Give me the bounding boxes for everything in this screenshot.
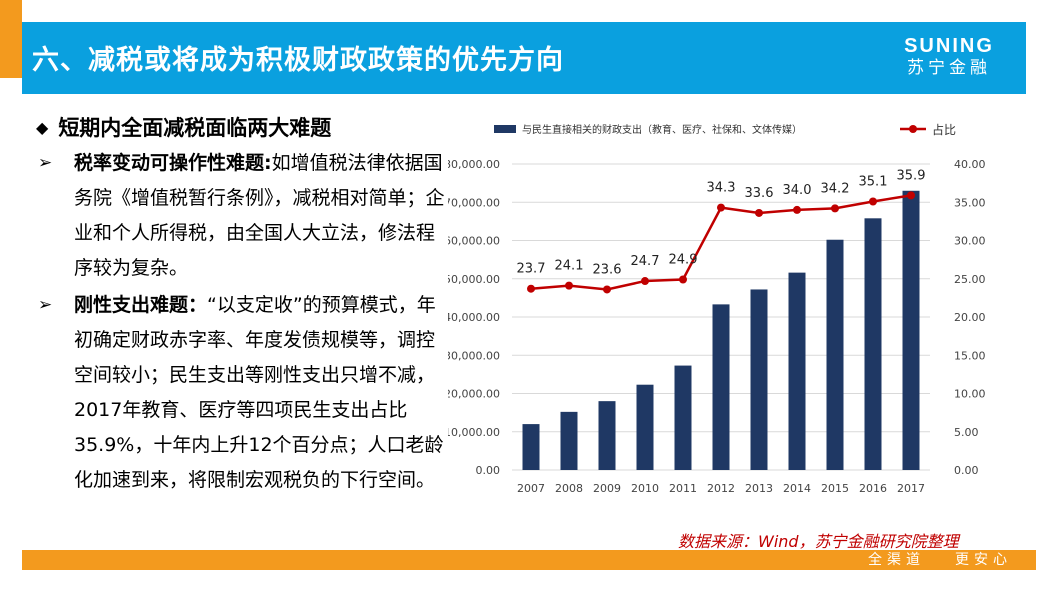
bullet-item: ➢ 刚性支出难题：“以支定收”的预算模式，年初确定财政赤字率、年度发债规模等，调… <box>30 288 450 498</box>
x-tick-label: 2008 <box>555 482 583 495</box>
title-bar: 六、减税或将成为积极财政政策的优先方向 SUNING 苏宁金融 <box>22 22 1026 94</box>
x-tick-label: 2013 <box>745 482 773 495</box>
share-data-label: 23.7 <box>517 262 546 277</box>
y-right-tick-label: 0.00 <box>954 464 979 477</box>
y-right-tick-label: 15.00 <box>954 349 986 362</box>
share-point <box>527 284 535 293</box>
diamond-bullet-icon: ◆ <box>36 117 49 137</box>
share-point <box>641 277 649 286</box>
bullet-text: “以支定收”的预算模式，年初确定财政赤字率、年度发债规模等，调控空间较小；民生支… <box>74 294 444 491</box>
x-tick-label: 2014 <box>783 482 811 495</box>
share-data-label: 24.9 <box>669 253 698 268</box>
legend-line-label: 占比 <box>932 122 956 137</box>
x-tick-label: 2015 <box>821 482 849 495</box>
bar <box>864 218 882 470</box>
bar <box>636 384 654 470</box>
data-source-note: 数据来源：Wind，苏宁金融研究院整理 <box>678 532 959 551</box>
share-point <box>717 203 725 212</box>
x-tick-label: 2011 <box>669 482 697 495</box>
bullet-bold-label: 刚性支出难题： <box>74 294 208 316</box>
share-data-label: 24.7 <box>631 254 660 269</box>
bar <box>560 411 578 470</box>
page-title: 六、减税或将成为积极财政政策的优先方向 <box>32 45 564 76</box>
footer-slogan: 全渠道 更安心 <box>868 550 1012 570</box>
y-right-tick-label: 20.00 <box>954 311 986 324</box>
share-data-label: 35.9 <box>897 168 926 183</box>
arrow-bullet-icon: ➢ <box>38 153 53 173</box>
x-tick-label: 2016 <box>859 482 887 495</box>
legend-bar-label: 与民生直接相关的财政支出（教育、医疗、社保和、文体传媒） <box>522 123 802 136</box>
x-tick-label: 2009 <box>593 482 621 495</box>
share-point <box>869 197 877 206</box>
y-right-tick-label: 5.00 <box>954 426 979 439</box>
x-tick-label: 2007 <box>517 482 545 495</box>
share-point <box>831 204 839 213</box>
share-point <box>755 208 763 217</box>
share-point <box>603 285 611 294</box>
bullet-bold-label: 税率变动可操作性难题: <box>74 152 272 174</box>
bar <box>750 289 768 470</box>
y-right-tick-label: 30.00 <box>954 235 986 248</box>
y-right-tick-label: 35.00 <box>954 196 986 209</box>
logo-text-cn: 苏宁金融 <box>907 58 991 78</box>
y-left-tick-label: 30,000.00 <box>448 349 500 362</box>
y-left-tick-label: 20,000.00 <box>448 388 500 401</box>
slogan-right: 更安心 <box>955 552 1012 568</box>
slogan-left: 全渠道 <box>868 552 925 568</box>
share-data-label: 34.3 <box>707 181 736 196</box>
legend-line-marker <box>909 125 917 133</box>
share-point <box>793 205 801 214</box>
bar <box>674 365 692 470</box>
y-left-tick-label: 60,000.00 <box>448 235 500 248</box>
share-point <box>907 191 915 200</box>
y-left-tick-label: 70,000.00 <box>448 196 500 209</box>
accent-tab <box>0 0 22 78</box>
share-data-label: 24.1 <box>555 259 584 274</box>
share-data-label: 23.6 <box>593 262 622 277</box>
x-tick-label: 2017 <box>897 482 925 495</box>
y-left-tick-label: 80,000.00 <box>448 158 500 171</box>
footer-bar: 全渠道 更安心 <box>22 550 1036 570</box>
suning-logo: SUNING 苏宁金融 <box>884 36 1014 80</box>
y-right-tick-label: 10.00 <box>954 388 986 401</box>
y-left-tick-label: 10,000.00 <box>448 426 500 439</box>
logo-text-en: SUNING <box>904 35 994 57</box>
bar <box>522 424 540 470</box>
bar <box>788 272 806 470</box>
y-left-tick-label: 50,000.00 <box>448 273 500 286</box>
section-heading-text: 短期内全面减税面临两大难题 <box>58 116 332 140</box>
bullet-text: 如增值税法律依据国务院《增值税暂行条例》，减税相对简单；企业和个人所得税，由全国… <box>74 152 445 279</box>
y-left-tick-label: 40,000.00 <box>448 311 500 324</box>
share-point <box>565 281 573 290</box>
legend-bar-swatch <box>494 125 516 133</box>
text-panel: ◆ 短期内全面减税面临两大难题 ➢ 税率变动可操作性难题:如增值税法律依据国务院… <box>30 110 450 498</box>
share-data-label: 35.1 <box>859 174 888 189</box>
share-data-label: 33.6 <box>745 186 774 201</box>
expenditure-chart: 0.00 0.00 10,000.00 5.00 20,000.00 10.00 30,00… <box>448 122 986 495</box>
x-tick-label: 2012 <box>707 482 735 495</box>
share-point <box>679 275 687 284</box>
section-heading: ◆ 短期内全面减税面临两大难题 <box>30 110 450 144</box>
x-tick-label: 2010 <box>631 482 659 495</box>
bar <box>598 401 616 470</box>
y-right-tick-label: 40.00 <box>954 158 986 171</box>
bar <box>712 304 730 470</box>
y-right-tick-label: 25.00 <box>954 273 986 286</box>
y-left-tick-label: 0.00 <box>476 464 501 477</box>
bullet-item: ➢ 税率变动可操作性难题:如增值税法律依据国务院《增值税暂行条例》，减税相对简单… <box>30 146 450 286</box>
share-data-label: 34.0 <box>783 183 812 198</box>
share-data-label: 34.2 <box>821 181 850 196</box>
bar <box>826 239 844 470</box>
bar <box>902 190 920 470</box>
arrow-bullet-icon: ➢ <box>38 295 53 315</box>
